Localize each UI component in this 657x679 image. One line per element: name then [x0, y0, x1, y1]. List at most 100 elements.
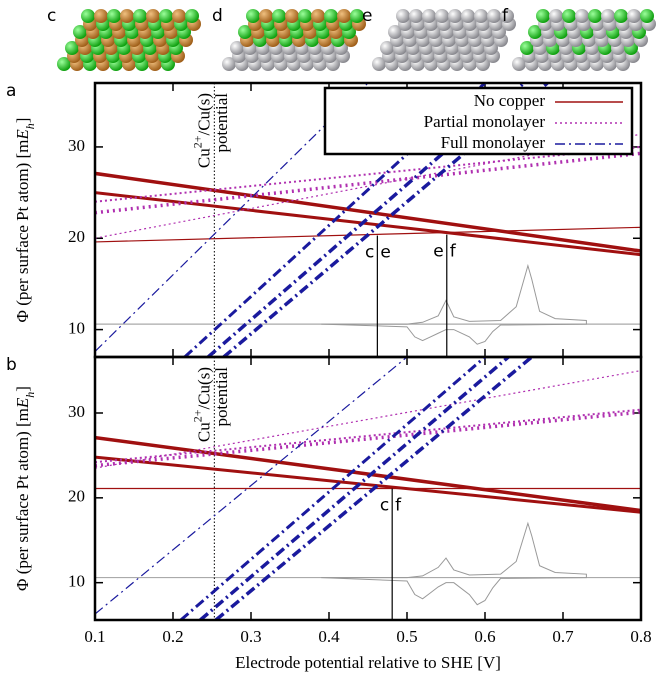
atom: [120, 9, 134, 23]
atom: [575, 9, 589, 23]
atom: [627, 9, 641, 23]
atom: [272, 9, 286, 23]
y-axis-label-part: Φ (per surface Pt atom) [m: [13, 408, 32, 591]
atom: [65, 41, 79, 55]
atom: [81, 9, 95, 23]
y-axis-label: Φ (per surface Pt atom) [mEh]: [13, 118, 37, 323]
series-line: [95, 83, 369, 352]
atom: [172, 9, 186, 23]
atom: [159, 9, 173, 23]
atom: [133, 9, 147, 23]
y-tick-label: 30: [68, 402, 85, 421]
atom: [94, 9, 108, 23]
series-line: [214, 357, 533, 620]
atom: [146, 9, 160, 23]
y-axis-label-part: Φ (per surface Pt atom) [m: [13, 140, 32, 323]
series-line: [95, 145, 641, 203]
series-line: [95, 410, 641, 468]
atom: [614, 9, 628, 23]
y-tick-label: 10: [68, 572, 85, 591]
cu-label: Cu2+/Cu(s): [190, 367, 213, 442]
y-tick-label: 10: [68, 319, 85, 338]
marker-label: c: [380, 496, 389, 516]
y-axis-label-part: E: [13, 129, 32, 141]
atom: [337, 9, 351, 23]
atom: [107, 9, 121, 23]
atom: [461, 9, 475, 23]
y-tick-label: 20: [68, 227, 85, 246]
plot-frame: [93, 355, 643, 622]
y-axis-label-part: ]: [13, 386, 32, 392]
legend-box: [323, 86, 634, 156]
series-line: [95, 357, 408, 615]
atom: [246, 9, 260, 23]
cu-label-part: 2+: [190, 409, 204, 422]
cu-label-part: 2+: [190, 135, 204, 148]
cu-label-part: Cu: [194, 422, 213, 442]
y-axis-label: Φ (per surface Pt atom) [mEh]: [13, 386, 37, 591]
atom: [601, 9, 615, 23]
atom: [500, 9, 514, 23]
cu-label-part: Cu: [194, 148, 213, 168]
cv-curve: [321, 521, 587, 606]
series-line: [95, 171, 641, 253]
atom: [350, 9, 364, 23]
series-line: [95, 369, 641, 469]
x-tick-label: 0.3: [240, 627, 261, 646]
atom: [285, 9, 299, 23]
marker-label: e: [433, 242, 443, 262]
structure-label: c: [47, 6, 56, 26]
y-axis-label-part: h: [23, 392, 37, 398]
cu-label-part: /Cu(s): [194, 367, 213, 410]
atom: [388, 25, 402, 39]
atom: [298, 9, 312, 23]
y-axis-label-part: h: [23, 123, 37, 129]
structure-label: e: [362, 6, 372, 26]
marker-label: f: [395, 496, 402, 516]
atom: [57, 57, 71, 71]
cu-label: potential: [212, 93, 231, 153]
structure-images: [57, 9, 656, 71]
atom: [230, 41, 244, 55]
series-line: [179, 357, 486, 620]
atom: [520, 41, 534, 55]
atom: [549, 9, 563, 23]
y-axis-label-part: ]: [13, 118, 32, 124]
series-line: [95, 408, 641, 464]
legend-label: Partial monolayer: [424, 112, 546, 131]
atom: [222, 57, 236, 71]
series-line: [183, 83, 487, 357]
atom: [311, 9, 325, 23]
atom: [487, 9, 501, 23]
x-tick-label: 0.2: [162, 627, 183, 646]
plot-area: [95, 357, 641, 620]
atom: [259, 9, 273, 23]
structure-label: f: [502, 6, 509, 26]
atom: [528, 25, 542, 39]
atom: [372, 57, 386, 71]
atom: [396, 9, 410, 23]
atom: [562, 9, 576, 23]
legend-label: Full monolayer: [441, 133, 546, 152]
atom: [422, 9, 436, 23]
series-line: [95, 455, 641, 514]
x-tick-label: 0.5: [396, 627, 417, 646]
y-axis-label-part: E: [13, 397, 32, 409]
atom: [435, 9, 449, 23]
atom: [380, 41, 394, 55]
atom: [185, 9, 199, 23]
marker-label: e: [380, 243, 390, 263]
series-line: [95, 151, 641, 215]
x-tick-label: 0.1: [84, 627, 105, 646]
atom: [238, 25, 252, 39]
x-tick-label: 0.6: [474, 627, 495, 646]
atom: [448, 9, 462, 23]
series-line: [95, 435, 641, 513]
atom: [536, 9, 550, 23]
series-line: [199, 357, 510, 620]
cu-label: potential: [212, 367, 231, 427]
structure-label: d: [212, 6, 223, 26]
atom: [474, 9, 488, 23]
atom: [409, 9, 423, 23]
